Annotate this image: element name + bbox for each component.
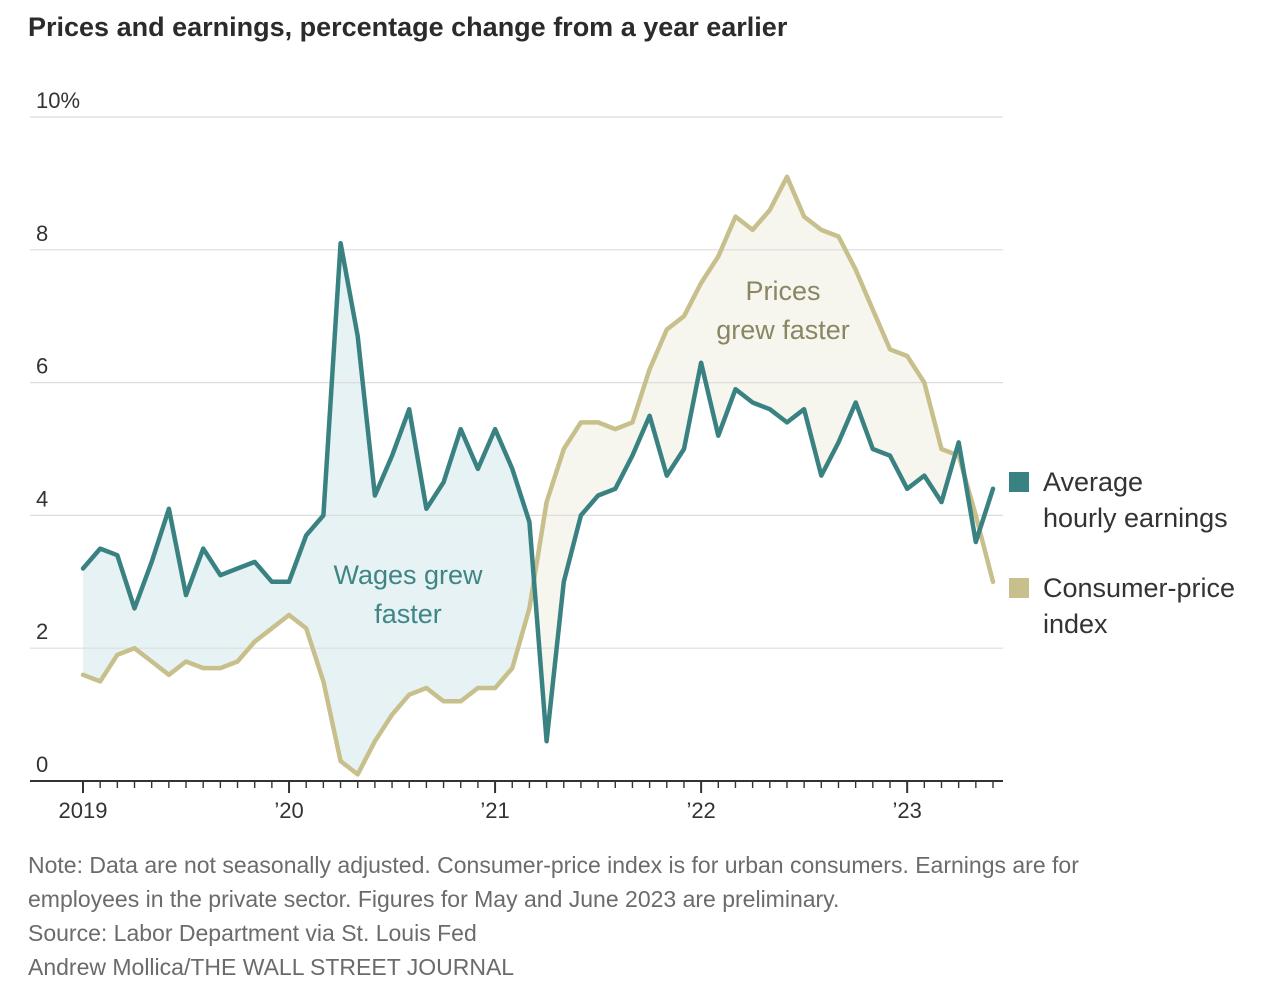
y-tick-label: 4 (36, 486, 48, 511)
y-tick-label: 8 (36, 221, 48, 246)
x-tick-label: ’20 (274, 798, 303, 823)
x-tick-label: ’22 (686, 798, 715, 823)
legend: Average hourly earnings Consumer-price inde… (1009, 467, 1235, 639)
prices-annotation: Prices grew faster (716, 276, 850, 345)
difference-fills (83, 176, 959, 775)
y-tick-label: 0 (36, 752, 48, 777)
wages-faster-area (83, 243, 534, 775)
legend-label-earnings: Average hourly earnings (1043, 467, 1228, 533)
x-tick-label: ’21 (480, 798, 509, 823)
y-tick-label: 2 (36, 619, 48, 644)
legend-label-cpi: Consumer-price index (1043, 573, 1235, 639)
line-chart: 0 2 4 6 8 10% 2019 ’20 ’21 ’22 ’23 Wages grew fast… (30, 88, 1235, 823)
chart-title: Prices and earnings, percentage change f… (28, 12, 788, 42)
x-tick-label: ’23 (892, 798, 921, 823)
annotations: Wages grew faster Prices grew faster (333, 276, 849, 629)
credit-text: Andrew Mollica/THE WALL STREET JOURNAL (28, 954, 515, 980)
wages-annotation: Wages grew faster (333, 560, 483, 629)
series-lines (80, 174, 996, 777)
source-text: Source: Labor Department via St. Louis F… (28, 920, 477, 946)
earnings-line (80, 240, 996, 744)
y-tick-label: 6 (36, 354, 48, 379)
y-tick-label: 10% (36, 88, 80, 113)
prices-faster-area (534, 176, 956, 742)
note-text-continued: employees in the private sector. Figures… (28, 886, 840, 912)
gridlines: 0 2 4 6 8 10% (30, 88, 1003, 777)
x-tick-label: 2019 (59, 798, 108, 823)
chart-notes: Note: Data are not seasonally adjusted. … (28, 848, 1079, 984)
legend-swatch-cpi (1009, 578, 1029, 598)
legend-swatch-earnings (1009, 472, 1029, 492)
x-axis: 2019 ’20 ’21 ’22 ’23 (30, 780, 1003, 823)
cpi-line (80, 174, 996, 777)
note-text: Note: Data are not seasonally adjusted. … (28, 852, 1079, 878)
